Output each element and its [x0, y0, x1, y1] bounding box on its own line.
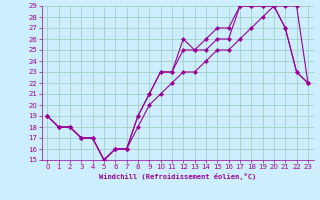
X-axis label: Windchill (Refroidissement éolien,°C): Windchill (Refroidissement éolien,°C): [99, 173, 256, 180]
